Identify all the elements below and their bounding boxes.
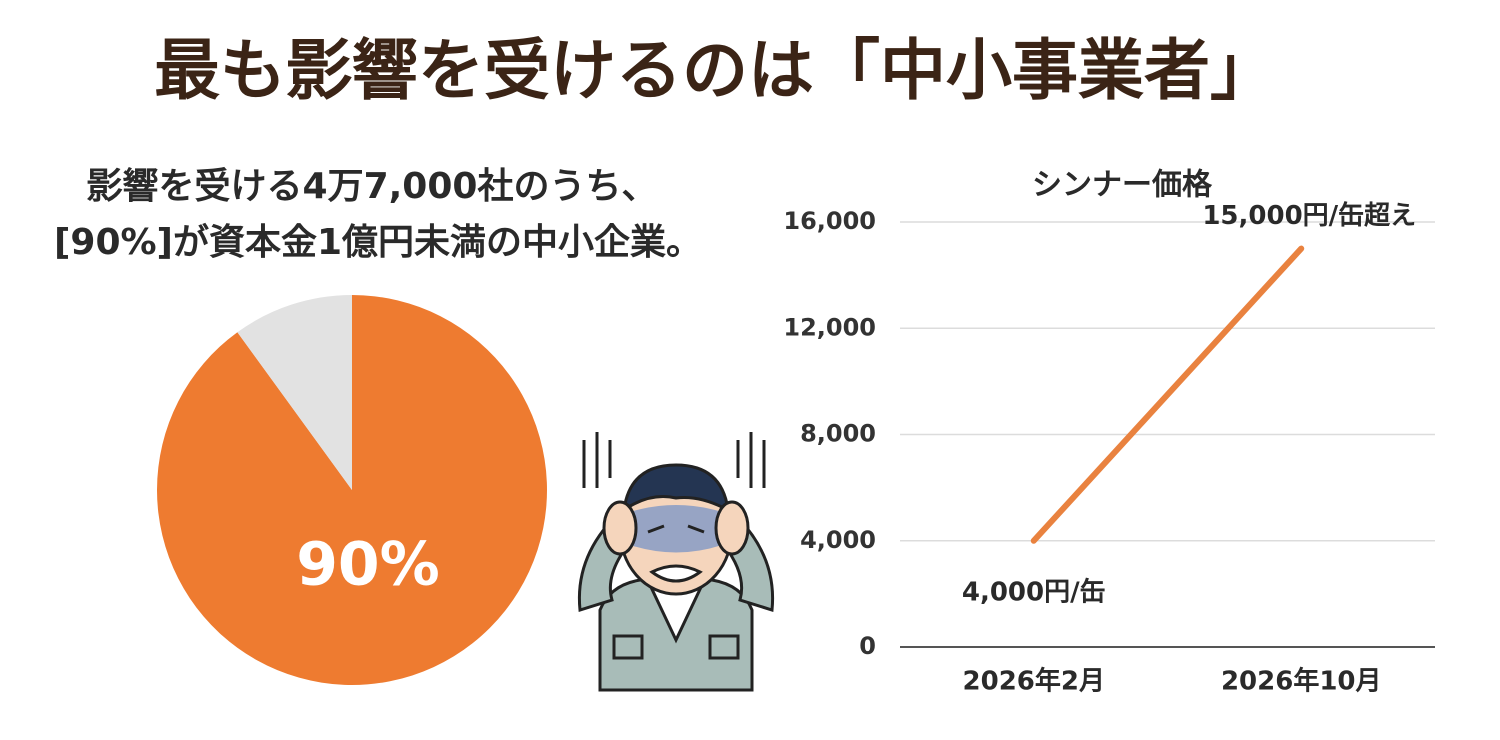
subtitle-line: 影響を受ける4万7,000社のうち、 <box>87 166 658 207</box>
subtitle-line: [90%]が資本金1億円未満の中小企業。 <box>54 222 702 263</box>
line-series <box>1030 245 1305 544</box>
x-tick-label: 2026年10月 <box>1221 666 1382 697</box>
y-tick-label: 16,000 <box>783 207 876 235</box>
value-label: 4,000円/缶 <box>962 576 1106 607</box>
y-tick-label: 8,000 <box>800 420 876 448</box>
main-title: 最も影響を受けるのは「中小事業者」 <box>154 32 1276 109</box>
chart-title: シンナー価格 <box>1032 168 1213 203</box>
y-tick-label: 4,000 <box>800 526 876 554</box>
y-tick-label: 0 <box>859 632 876 660</box>
x-tick-label: 2026年2月 <box>963 666 1105 697</box>
value-label: 15,000円/缶超え <box>1202 200 1416 231</box>
pie-slice <box>237 295 352 490</box>
y-tick-label: 12,000 <box>783 313 876 341</box>
pie-slice <box>157 295 547 686</box>
worried-worker-illustration <box>577 432 775 692</box>
slice-label: 90% <box>296 530 440 600</box>
